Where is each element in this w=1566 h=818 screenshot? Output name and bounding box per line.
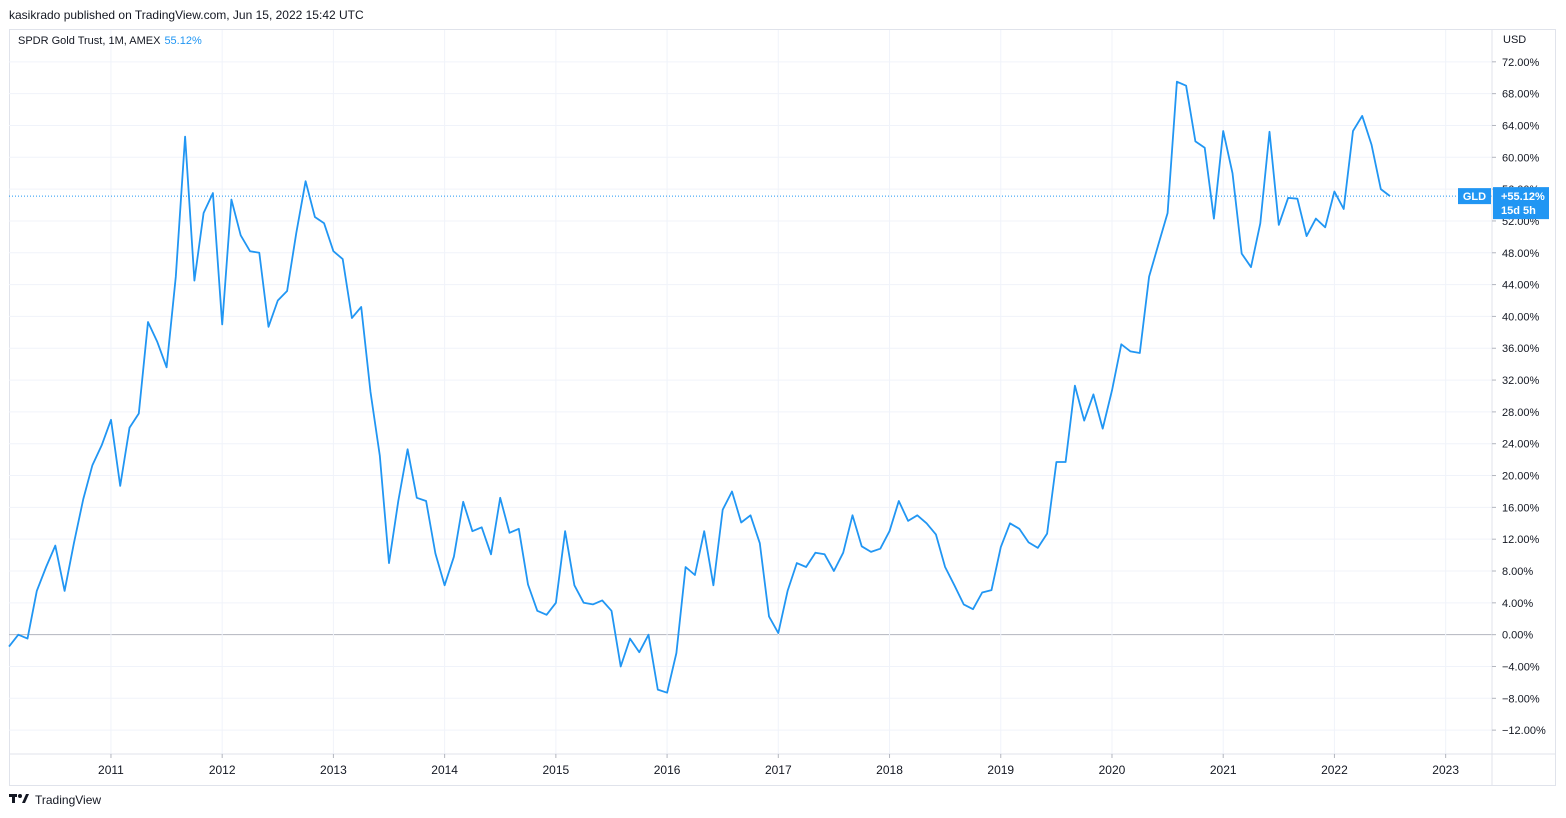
y-tick-label: 68.00% — [1502, 89, 1540, 101]
axes: 72.00%68.00%64.00%60.00%56.00%52.00%48.0… — [9, 30, 1556, 786]
y-tick-label: 12.00% — [1502, 534, 1540, 546]
publisher-note: kasikrado published on TradingView.com, … — [9, 8, 364, 22]
y-tick-label: 72.00% — [1502, 57, 1540, 69]
y-tick-label: −12.00% — [1502, 725, 1546, 737]
x-tick-label: 2018 — [876, 763, 903, 777]
value-tag-bg — [1493, 187, 1549, 220]
y-tick-label: 8.00% — [1502, 566, 1533, 578]
y-tick-label: 36.00% — [1502, 343, 1540, 355]
x-tick-label: 2019 — [987, 763, 1014, 777]
y-tick-label: 28.00% — [1502, 407, 1540, 419]
y-tick-label: 16.00% — [1502, 502, 1540, 514]
y-tick-label: 24.00% — [1502, 439, 1540, 451]
y-tick-label: 32.00% — [1502, 375, 1540, 387]
y-tick-label: −8.00% — [1502, 693, 1540, 705]
y-tick-label: 0.00% — [1502, 630, 1533, 642]
symbol-tag-bg — [1458, 188, 1491, 205]
legend-label: SPDR Gold Trust, 1M, AMEX — [18, 35, 161, 47]
x-tick-label: 2011 — [98, 763, 124, 777]
x-tick-label: 2016 — [654, 763, 681, 777]
symbol-tag-text: GLD — [1463, 191, 1486, 203]
tradingview-logo-icon — [9, 792, 31, 807]
x-tick-label: 2022 — [1321, 763, 1348, 777]
footer-brand-text: TradingView — [35, 792, 102, 807]
y-tick-label: 64.00% — [1502, 120, 1540, 132]
y-tick-label: 44.00% — [1502, 280, 1540, 292]
x-tick-label: 2014 — [431, 763, 458, 777]
price-tag-layer: GLD +55.12% 15d 5h — [1458, 187, 1549, 220]
value-tag-text: +55.12% — [1501, 191, 1545, 203]
y-tick-label: −4.00% — [1502, 661, 1540, 673]
series-line — [8, 80, 1391, 694]
x-tick-label: 2017 — [765, 763, 792, 777]
series-legend[interactable]: SPDR Gold Trust, 1M, AMEX 55.12% — [18, 35, 202, 47]
y-tick-label: 48.00% — [1502, 248, 1540, 260]
y-tick-label: 60.00% — [1502, 152, 1540, 164]
x-tick-label: 2020 — [1099, 763, 1126, 777]
x-tick-label: 2023 — [1432, 763, 1459, 777]
chart-frame — [9, 29, 1556, 786]
legend-value: 55.12% — [164, 35, 202, 47]
grid — [9, 30, 1492, 754]
countdown-tag-text: 15d 5h — [1501, 205, 1536, 217]
y-tick-label: 20.00% — [1502, 471, 1540, 483]
y-tick-label: 40.00% — [1502, 311, 1540, 323]
y-tick-label: 4.00% — [1502, 598, 1533, 610]
x-tick-label: 2012 — [209, 763, 236, 777]
x-tick-label: 2021 — [1210, 763, 1237, 777]
x-tick-label: 2013 — [320, 763, 347, 777]
x-tick-label: 2015 — [543, 763, 570, 777]
series-layer — [8, 80, 1391, 694]
currency-label[interactable]: USD — [1503, 34, 1527, 46]
footer-branding[interactable]: TradingView — [9, 792, 101, 807]
